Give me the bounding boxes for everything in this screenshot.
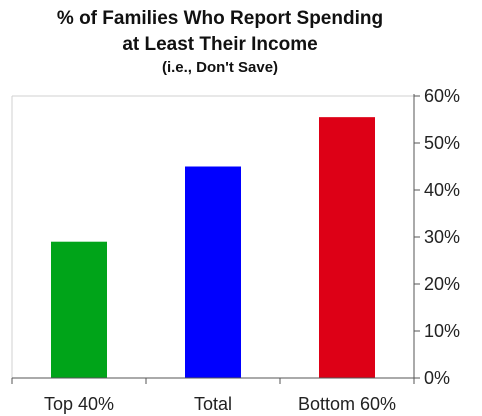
x-tick-label: Total	[194, 394, 232, 414]
y-tick-label: 50%	[424, 133, 460, 153]
bar-top-40	[51, 241, 107, 378]
bar-bottom-60	[319, 117, 375, 379]
x-tick-label: Bottom 60%	[298, 394, 396, 414]
x-tick-label: Top 40%	[44, 394, 114, 414]
y-axis: 0% 10% 20% 30% 40% 50% 60%	[413, 86, 460, 388]
plot-frame	[11, 95, 414, 378]
y-tick-label: 60%	[424, 86, 460, 106]
bar-total	[185, 166, 241, 378]
chart-title-line-1: % of Families Who Report Spending	[56, 8, 384, 29]
y-tick-label: 40%	[424, 180, 460, 200]
x-axis: Top 40% Total Bottom 60%	[11, 377, 415, 414]
y-tick-label: 20%	[424, 274, 460, 294]
y-tick-label: 30%	[424, 227, 460, 247]
chart-title-block: % of Families Who Report Spending at Lea…	[0, 6, 440, 78]
chart-subtitle: (i.e., Don't Save)	[161, 59, 279, 76]
bars-group	[51, 117, 375, 379]
y-tick-label: 0%	[424, 368, 450, 388]
y-tick-label: 10%	[424, 321, 460, 341]
chart-title-line-2: at Least Their Income	[122, 34, 318, 55]
